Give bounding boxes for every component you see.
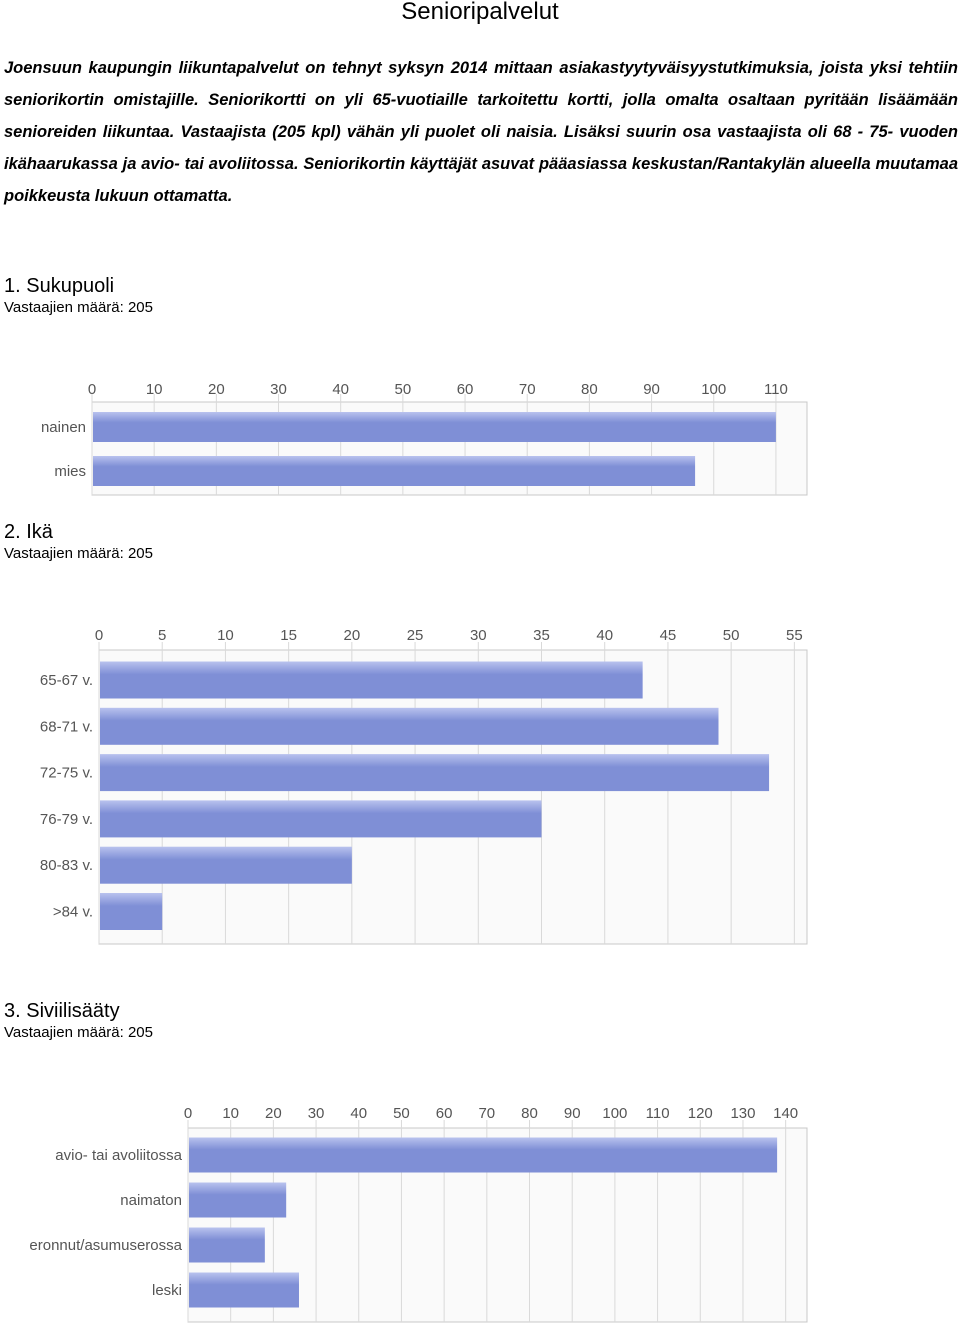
category-label: >84 v. (53, 904, 93, 921)
bar (93, 456, 696, 486)
x-tick-label: 45 (660, 627, 677, 644)
category-label: 72-75 v. (40, 765, 93, 782)
x-tick-label: 15 (280, 627, 297, 644)
x-tick-label: 20 (265, 1105, 282, 1122)
bar (100, 846, 352, 884)
x-tick-label: 100 (602, 1105, 627, 1122)
gender-bar-chart: 0 10 20 30 40 50 60 70 80 90 100 110 nainen mies (41, 381, 808, 496)
bar (100, 661, 643, 699)
x-tick-label: 110 (764, 381, 788, 398)
x-tick-label: 50 (393, 1105, 410, 1122)
bar (93, 412, 776, 442)
x-tick-label: 40 (596, 627, 613, 644)
marital-status-bar-chart: 0 10 20 30 40 50 60 70 80 90 100 110 120 130 140 avio- … (29, 1105, 808, 1323)
x-tick-label: 20 (344, 627, 361, 644)
x-tick-label: 5 (158, 627, 166, 644)
x-tick-label: 20 (208, 381, 225, 398)
age-bar-chart: 0 5 10 15 20 25 30 35 40 45 50 55 65-67 v. 68-71 v. 72… (40, 627, 808, 945)
category-label: 80-83 v. (40, 857, 93, 874)
x-tick-label: 25 (407, 627, 424, 644)
x-tick-label: 0 (88, 381, 96, 398)
category-label: nainen (41, 419, 86, 436)
x-tick-label: 40 (332, 381, 349, 398)
page-title: Senioripalvelut (401, 0, 559, 25)
category-label: mies (54, 463, 86, 480)
x-tick-label: 30 (270, 381, 287, 398)
x-tick-label: 10 (222, 1105, 239, 1122)
x-tick-label: 60 (436, 1105, 453, 1122)
x-tick-label: 70 (519, 381, 536, 398)
x-tick-label: 0 (95, 627, 103, 644)
x-tick-label: 35 (533, 627, 550, 644)
bar (100, 800, 542, 838)
bar (100, 754, 770, 792)
intro-paragraph: Joensuun kaupungin liikuntapalvelut on t… (4, 59, 958, 205)
x-tick-label: 55 (786, 627, 803, 644)
category-label: eronnut/asumuserossa (29, 1237, 182, 1254)
x-tick-label: 30 (308, 1105, 325, 1122)
x-tick-label: 30 (470, 627, 487, 644)
x-tick-label: 130 (730, 1105, 755, 1122)
x-tick-label: 90 (564, 1105, 581, 1122)
x-tick-label: 50 (395, 381, 412, 398)
section-count-marital-status: Vastaajien määrä: 205 (4, 1024, 153, 1041)
x-tick-label: 120 (688, 1105, 713, 1122)
bar (189, 1137, 778, 1173)
x-tick-label: 60 (457, 381, 474, 398)
x-tick-label: 100 (701, 381, 726, 398)
x-tick-label: 90 (643, 381, 660, 398)
section-count-gender: Vastaajien määrä: 205 (4, 299, 153, 316)
x-tick-label: 110 (646, 1105, 670, 1122)
category-label: 65-67 v. (40, 672, 93, 689)
x-tick-label: 40 (350, 1105, 367, 1122)
x-tick-label: 80 (581, 381, 598, 398)
x-tick-label: 10 (217, 627, 234, 644)
x-tick-label: 0 (184, 1105, 192, 1122)
bar (189, 1272, 299, 1308)
section-count-age: Vastaajien määrä: 205 (4, 545, 153, 562)
bar (100, 893, 163, 930)
section-heading-gender: 1. Sukupuoli (4, 275, 115, 297)
x-tick-label: 140 (773, 1105, 798, 1122)
section-heading-marital-status: 3. Siviilisääty (4, 1000, 120, 1022)
category-label: naimaton (120, 1192, 182, 1209)
category-label: leski (152, 1282, 182, 1299)
x-tick-label: 80 (521, 1105, 538, 1122)
section-heading-age: 2. Ikä (4, 521, 53, 543)
category-label: avio- tai avoliitossa (55, 1147, 182, 1164)
x-tick-label: 10 (146, 381, 163, 398)
category-label: 76-79 v. (40, 811, 93, 828)
bar (100, 707, 719, 745)
category-label: 68-71 v. (40, 718, 93, 735)
bar (189, 1227, 265, 1263)
plot-area (98, 649, 808, 945)
x-tick-label: 50 (723, 627, 740, 644)
x-tick-label: 70 (478, 1105, 495, 1122)
bar (189, 1182, 287, 1218)
